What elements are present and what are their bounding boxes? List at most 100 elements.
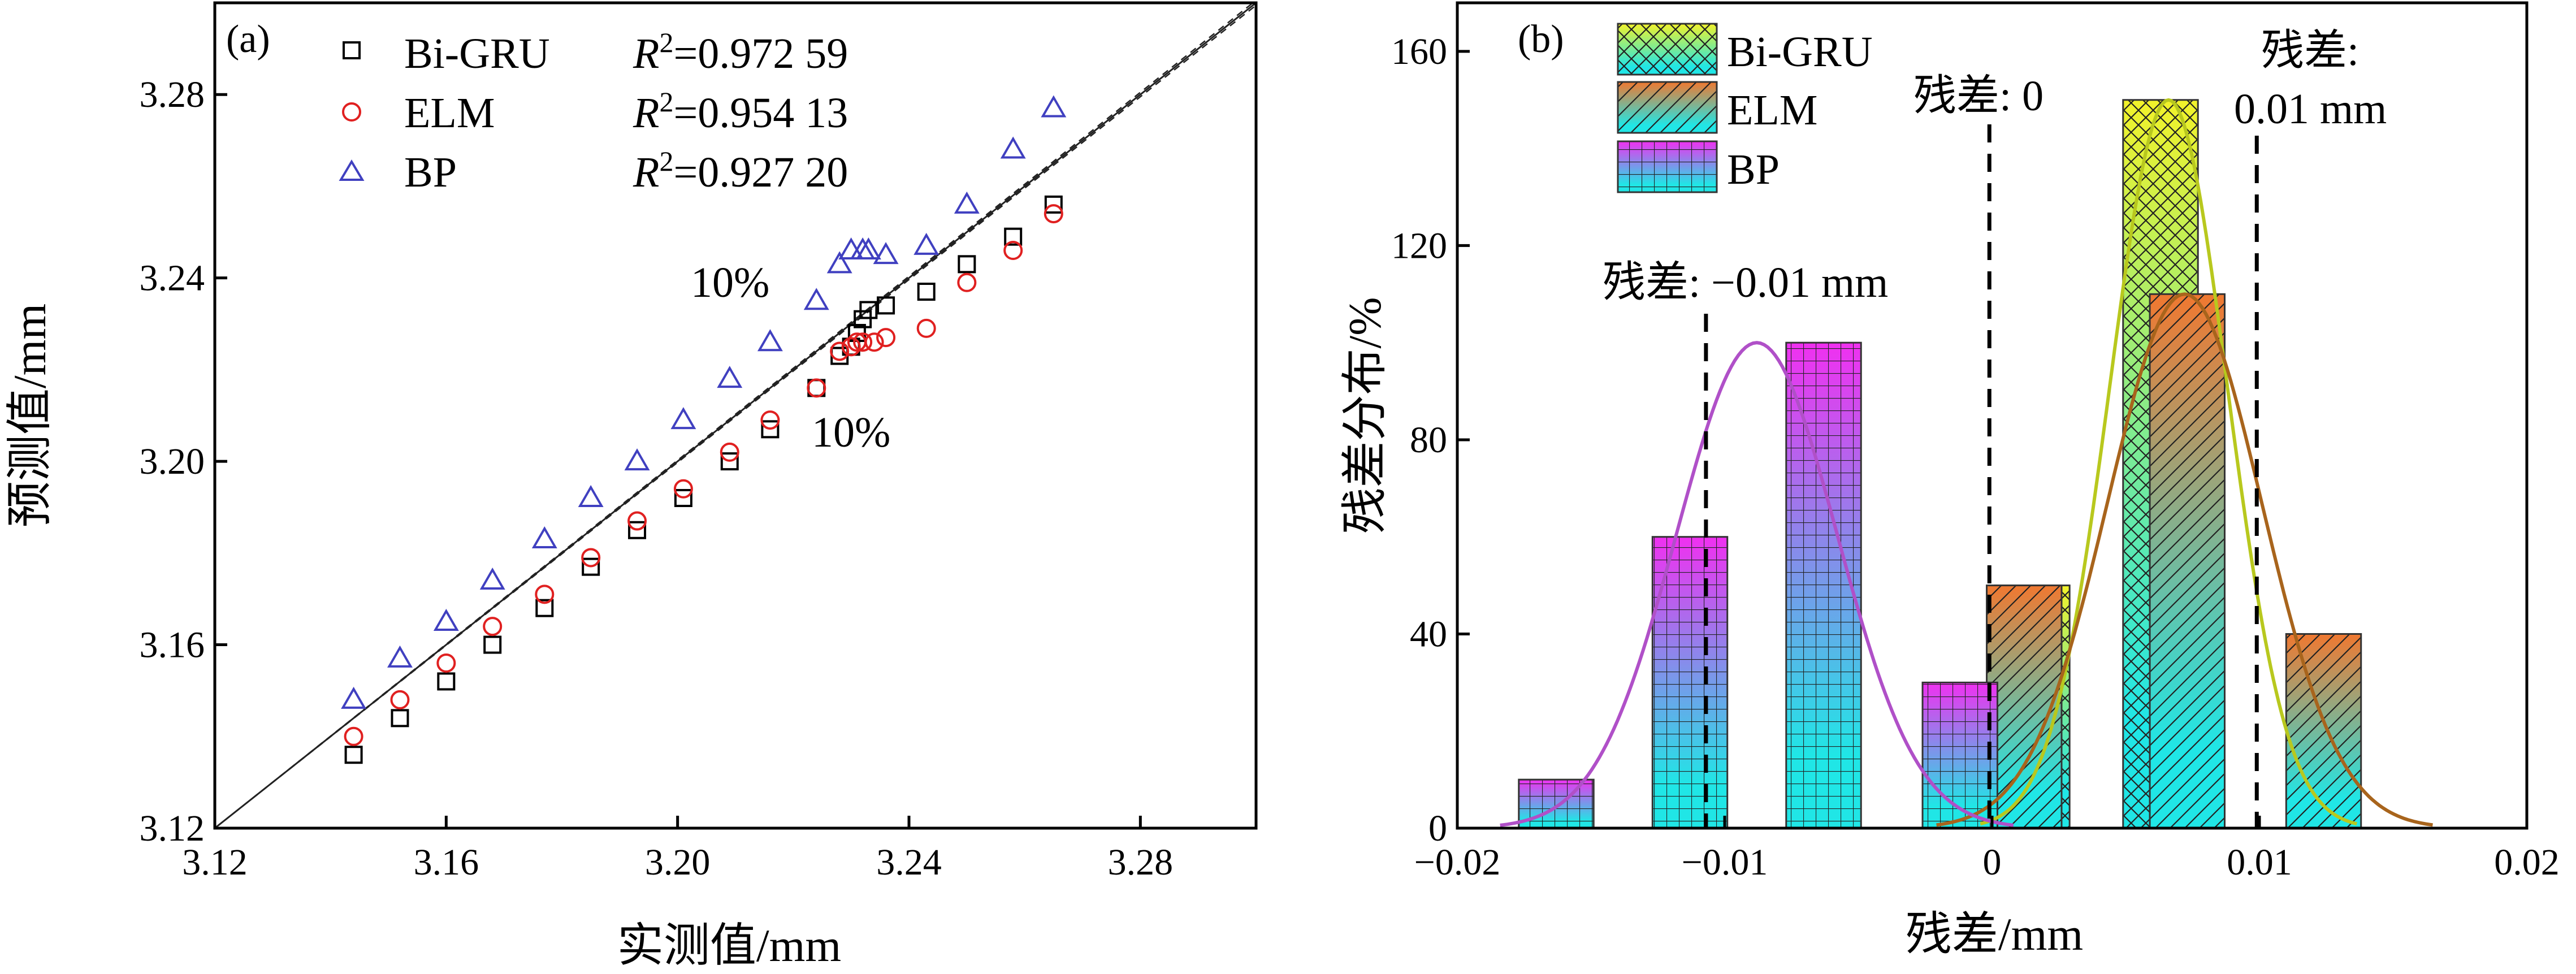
legend-label-elm: ELM	[404, 89, 495, 137]
legend-marker-bigru	[343, 41, 361, 59]
a-y-tick-label: 3.28	[140, 74, 205, 115]
a-point-elm	[436, 653, 456, 673]
legend-label-bp-b: BP	[1727, 146, 1780, 193]
b-bar-pattern-elm	[2285, 633, 2362, 829]
a-point-bi-gru	[1044, 195, 1063, 214]
a-x-tick-label: 3.16	[414, 842, 479, 883]
b-panel-label: (b)	[1518, 18, 1564, 61]
a-reference-line-identity	[214, 2, 1257, 829]
a-point-bi-gru	[877, 296, 895, 315]
legend-label-bp: BP	[404, 149, 457, 196]
legend-label-bigru: Bi-GRU	[404, 30, 550, 77]
a-point-bp	[531, 526, 557, 548]
a-point-elm	[830, 341, 850, 361]
a-point-bi-gru	[535, 599, 554, 617]
a-point-bi-gru	[761, 420, 780, 439]
b-x-axis-label: 残差/mm	[1906, 908, 2083, 960]
b-fit-curve-elm	[1936, 292, 2433, 827]
a-point-elm	[841, 337, 861, 357]
a-legend: Bi-GRU R2=0.972 59 ELM R2=0.954 13 BP R2…	[339, 27, 848, 196]
a-point-bi-gru	[483, 635, 502, 654]
a-point-bi-gru	[391, 709, 409, 728]
b-legend: Bi-GRU ELM BP	[1617, 23, 1873, 193]
legend-r2-bp: R2=0.927 20	[633, 145, 848, 196]
a-point-bp	[624, 448, 650, 471]
b-x-tick-label: 0.02	[2494, 842, 2560, 883]
a-point-bp	[433, 608, 459, 631]
a-point-bi-gru	[674, 489, 692, 507]
b-x-axis-ticks: −0.02 −0.01 0 0.01 0.02	[1414, 816, 2560, 883]
legend-r2-bigru: R2=0.972 59	[633, 27, 848, 77]
a-point-bp	[954, 191, 980, 214]
b-fit-curves	[1500, 98, 2433, 827]
a-point-bp	[341, 686, 367, 709]
b-annotation-plus-001-line2: 0.01 mm	[2234, 85, 2387, 133]
legend-swatch-bigru-pattern	[1617, 23, 1718, 76]
a-point-bi-gru	[917, 283, 936, 301]
a-x-axis-ticks: 3.12 3.16 3.20 3.24 3.28	[182, 816, 1173, 883]
legend-marker-bp	[339, 159, 365, 181]
a-point-elm	[1003, 241, 1023, 260]
a-point-elm	[673, 479, 693, 499]
b-bar-pattern-elm	[2149, 293, 2226, 829]
a-x-tick-label: 3.28	[1108, 842, 1174, 883]
a-point-elm	[807, 378, 826, 398]
b-annotation-zero: 残差: 0	[1913, 72, 2044, 120]
a-point-elm	[916, 318, 936, 338]
a-reference-lines	[214, 2, 1257, 829]
b-bar-pattern-bp	[1785, 341, 1862, 829]
a-point-elm	[581, 548, 601, 568]
a-annotation-upper-band: 10%	[691, 259, 769, 306]
panel-b-histogram: −0.02 −0.01 0 0.01 0.02 0 40 80 120 160 (b) Bi-G…	[1339, 1, 2560, 960]
a-point-elm	[760, 410, 780, 430]
a-point-bp	[578, 484, 604, 507]
a-y-tick-label: 3.12	[140, 808, 205, 849]
a-point-bp	[1041, 95, 1067, 118]
a-annotation-lower-band: 10%	[812, 409, 890, 456]
legend-marker-elm	[342, 102, 361, 122]
a-point-bp	[803, 288, 829, 310]
a-y-axis-label: 预测值/mm	[4, 304, 55, 527]
a-point-bi-gru	[830, 347, 849, 365]
a-point-bp	[1000, 136, 1026, 159]
b-y-tick-label: 0	[1428, 808, 1447, 849]
b-reference-lines	[1704, 124, 2259, 828]
a-point-elm	[876, 328, 896, 348]
a-point-elm	[390, 690, 410, 709]
a-x-tick-label: 3.20	[645, 842, 711, 883]
a-point-bi-gru	[854, 310, 872, 328]
legend-swatch-bp-pattern	[1617, 140, 1718, 193]
a-point-bi-gru	[958, 255, 976, 274]
a-point-bi-gru	[859, 301, 878, 319]
a-y-axis-ticks: 3.12 3.16 3.20 3.24 3.28	[140, 74, 227, 849]
a-point-bi-gru	[344, 746, 363, 764]
a-point-bp	[873, 242, 899, 265]
b-y-tick-label: 40	[1410, 613, 1447, 655]
a-y-tick-label: 3.16	[140, 625, 205, 666]
a-y-tick-label: 3.24	[140, 258, 205, 299]
legend-label-elm-b: ELM	[1727, 86, 1817, 134]
a-point-elm	[483, 617, 503, 637]
a-point-bi-gru	[628, 521, 647, 539]
legend-label-bigru-b: Bi-GRU	[1727, 28, 1873, 76]
b-annotation-minus-001: 残差: −0.01 mm	[1603, 259, 1888, 306]
a-point-bp	[387, 645, 413, 668]
a-point-elm	[627, 511, 647, 531]
a-y-tick-label: 3.20	[140, 441, 205, 482]
a-point-bi-gru	[582, 557, 600, 576]
a-point-bp	[670, 407, 696, 430]
a-point-bi-gru	[1004, 227, 1023, 246]
a-x-tick-label: 3.24	[876, 842, 942, 883]
b-x-tick-label: −0.01	[1682, 842, 1768, 883]
a-reference-line-lower	[214, 5, 1257, 829]
a-plot-frame	[213, 1, 1258, 830]
a-point-elm	[864, 332, 884, 352]
a-point-bp	[717, 366, 743, 388]
b-annotation-plus-001-line1: 残差:	[2261, 27, 2359, 75]
b-y-axis-label: 残差分布/%	[1339, 297, 1391, 534]
b-y-axis-ticks: 0 40 80 120 160	[1391, 31, 1470, 849]
a-point-elm	[344, 726, 363, 746]
b-y-tick-label: 160	[1391, 31, 1447, 72]
a-point-elm	[957, 272, 977, 292]
